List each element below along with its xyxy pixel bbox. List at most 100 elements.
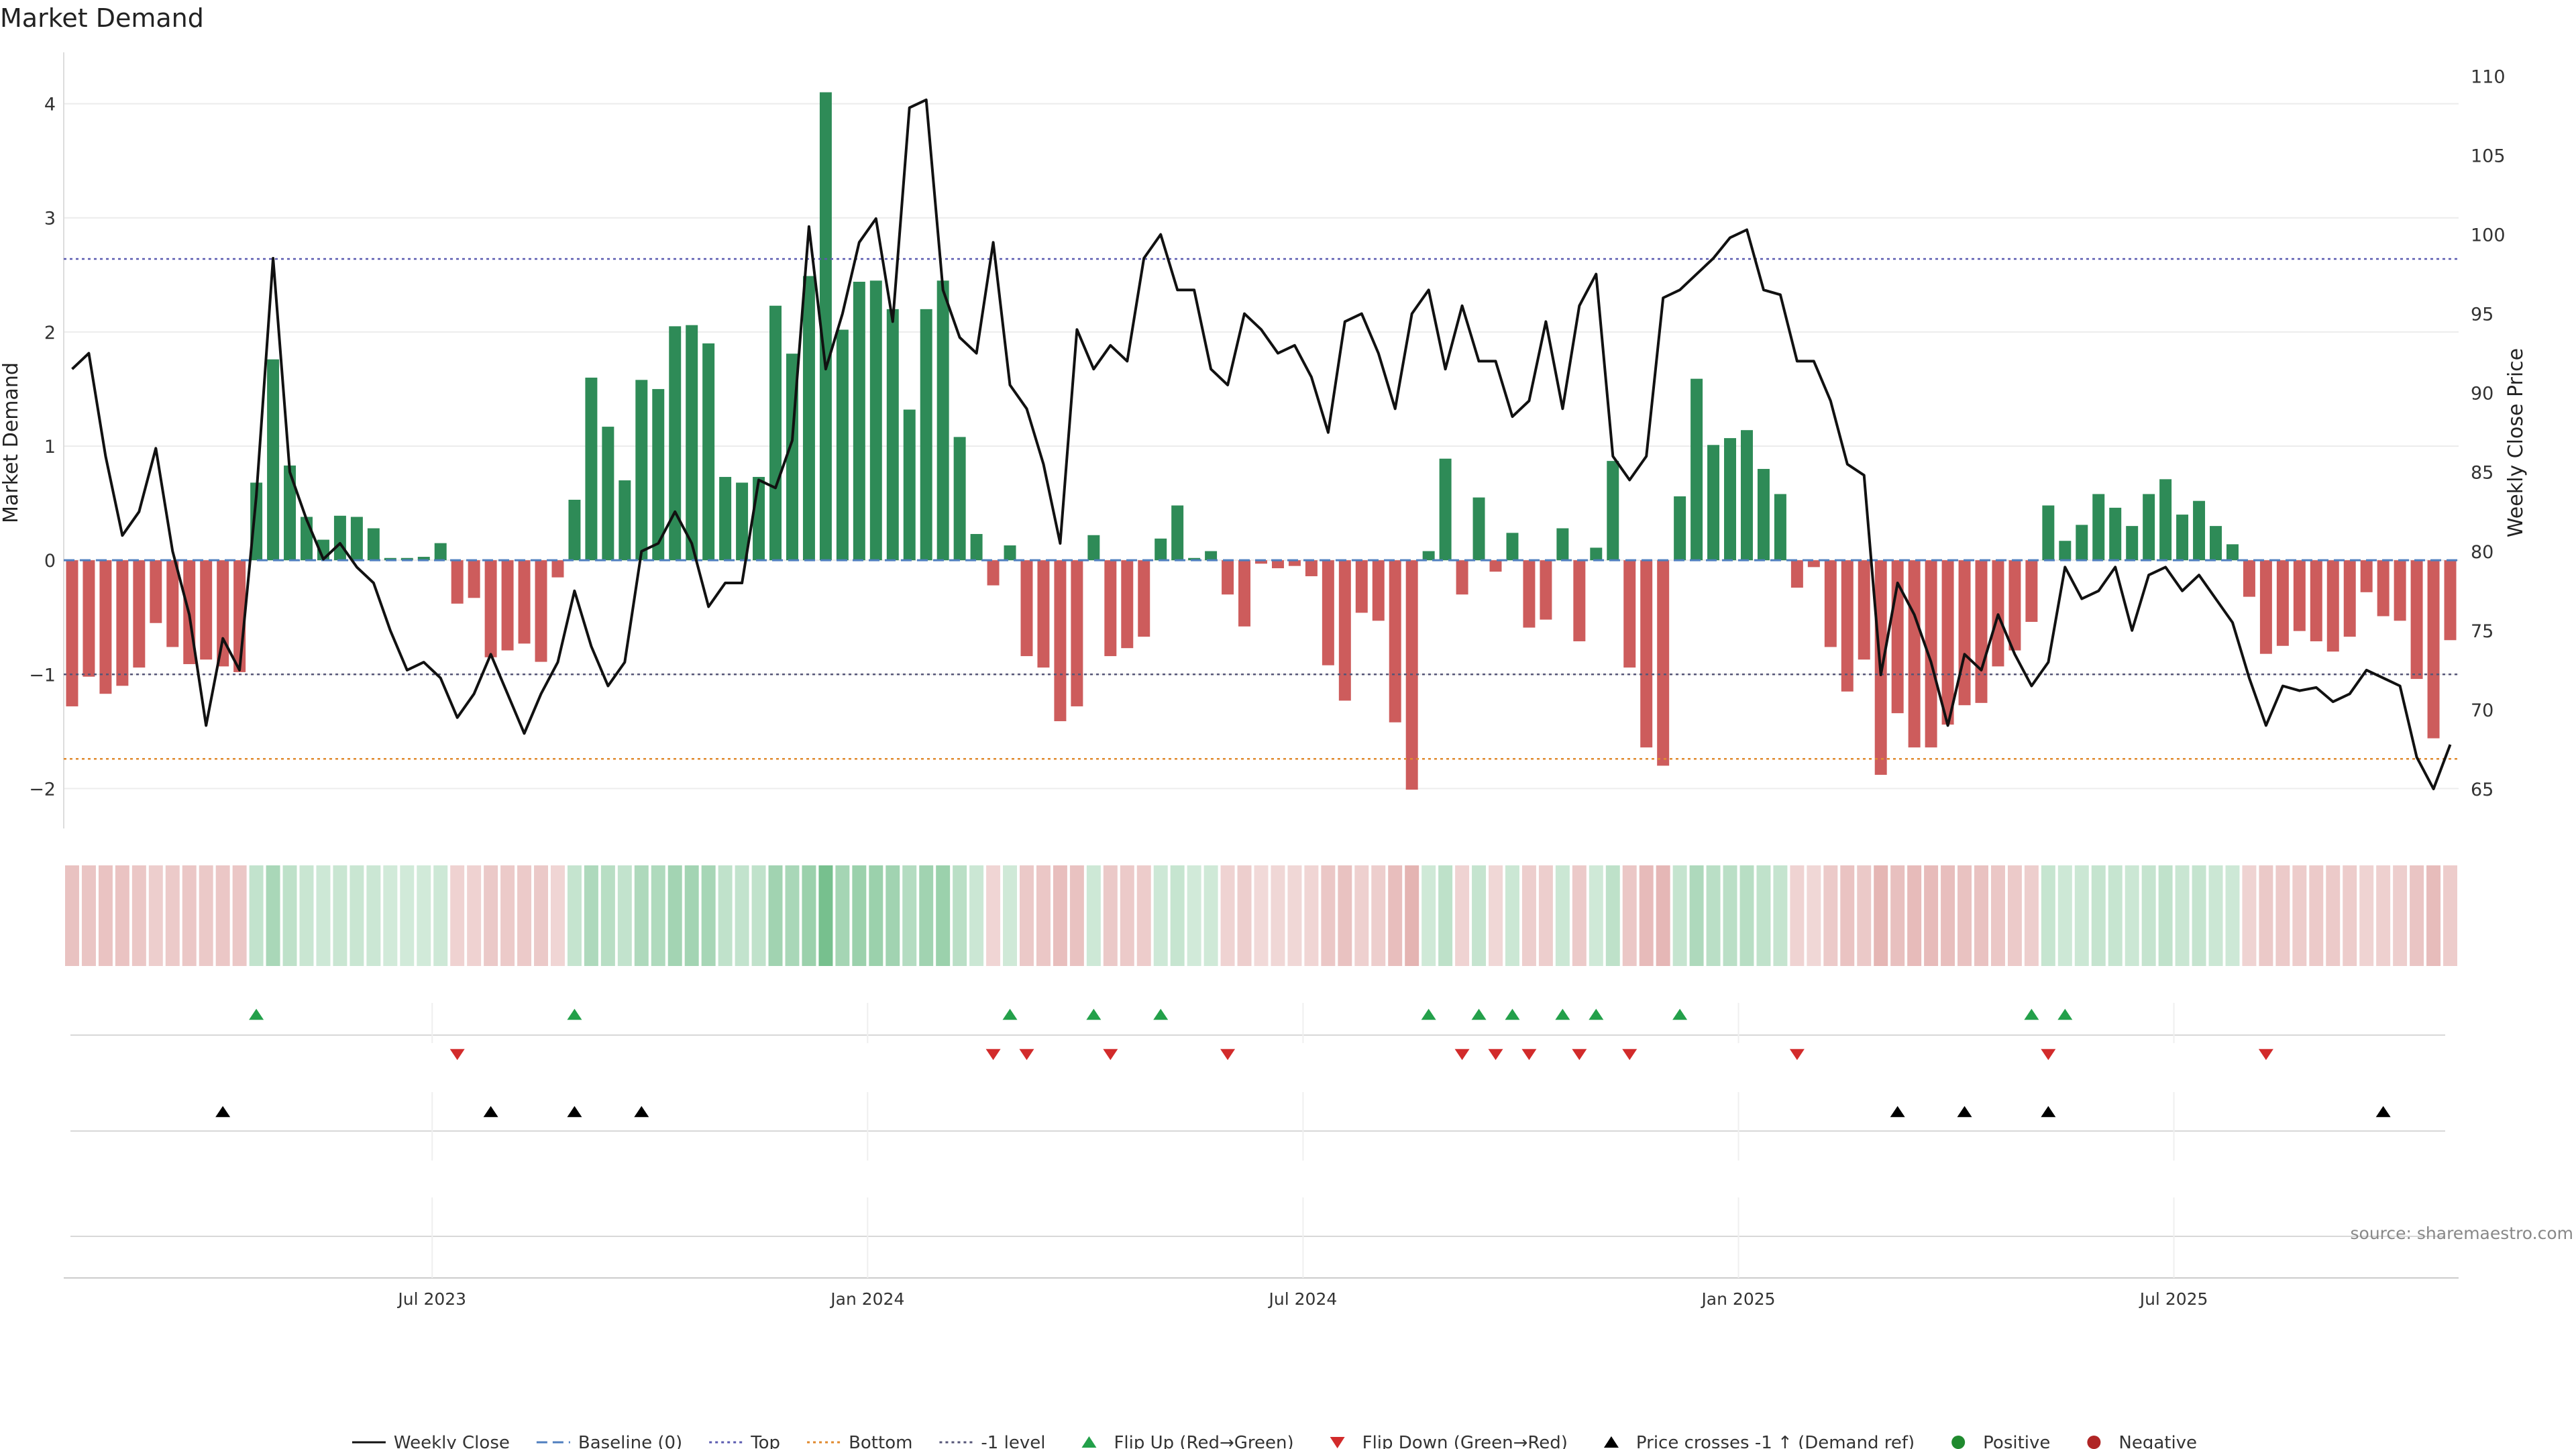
demand-bar [2143, 494, 2155, 561]
demand-bar [468, 560, 480, 598]
legend-item: Weekly Close [352, 1433, 510, 1449]
flip-down-marker [985, 1049, 1001, 1061]
demand-bar [501, 560, 514, 651]
heat-cell [2393, 865, 2408, 966]
demand-bar [535, 560, 547, 662]
heat-cell [2057, 865, 2072, 966]
flip-up-marker [2024, 1008, 2039, 1020]
flip-down-marker [2258, 1049, 2273, 1061]
demand-bar [1171, 505, 1184, 561]
demand-bar [903, 409, 916, 561]
heat-cell [2208, 865, 2223, 966]
demand-bar [686, 325, 698, 561]
price-cross-marker [567, 1106, 582, 1118]
heat-cell [2141, 865, 2156, 966]
demand-bar [2042, 505, 2055, 561]
heat-cell [1472, 865, 1487, 966]
demand-bar [602, 427, 614, 561]
demand-bar [1858, 560, 1870, 660]
demand-bar [1305, 560, 1318, 576]
y-tick-label: 1 [44, 437, 56, 458]
heat-cell [467, 865, 482, 966]
heat-cell [1907, 865, 1922, 966]
heat-cell [1237, 865, 1252, 966]
demand-bar [1590, 547, 1603, 561]
y-tick-label: 0 [44, 551, 56, 572]
y2-tick-label: 105 [2471, 146, 2506, 166]
demand-bar [2310, 560, 2322, 641]
heat-cell [1538, 865, 1553, 966]
heat-cell [232, 865, 247, 966]
flip-up-marker [249, 1008, 264, 1020]
heat-cell [584, 865, 598, 966]
y2-tick-label: 95 [2471, 305, 2493, 325]
heat-cell [1136, 865, 1151, 966]
heat-cell [902, 865, 917, 966]
reference-lines [64, 258, 2459, 760]
legend-label: Flip Down (Green→Red) [1362, 1433, 1568, 1449]
price-cross-marker [2041, 1106, 2056, 1118]
demand-bar [719, 476, 732, 561]
heat-cell [1187, 865, 1201, 966]
demand-bar [1422, 551, 1435, 561]
demand-bar [1506, 533, 1519, 561]
demand-bar [1690, 378, 1703, 561]
demand-bar [886, 309, 899, 561]
heat-cell [818, 865, 833, 966]
demand-bar [1824, 560, 1837, 647]
heat-cell [2158, 865, 2173, 966]
y2-tick-label: 65 [2471, 780, 2493, 800]
demand-bar [1054, 560, 1067, 722]
demand-bar [953, 437, 966, 561]
y-tick-label: 4 [44, 95, 56, 115]
heat-cell [1405, 865, 1419, 966]
price-cross-marker [2375, 1106, 2391, 1118]
flip-up-marker [1471, 1008, 1487, 1020]
heat-cell [1489, 865, 1503, 966]
heat-cell [517, 865, 532, 966]
demand-bar [451, 560, 464, 604]
legend-label: Weekly Close [394, 1433, 510, 1449]
legend-item: Top [709, 1433, 780, 1449]
heat-cell [199, 865, 213, 966]
heat-cell [333, 865, 347, 966]
heat-cell [282, 865, 297, 966]
demand-bar [568, 499, 581, 561]
heat-cell [1421, 865, 1436, 966]
heat-cell [936, 865, 951, 966]
y-axis-label: Market Demand [0, 362, 23, 523]
legend-swatch [1330, 1437, 1345, 1448]
legend-label: Bottom [849, 1433, 912, 1449]
demand-bar [1489, 560, 1502, 572]
heat-cell [2074, 865, 2089, 966]
heat-cell [1020, 865, 1034, 966]
demand-bar [2193, 500, 2206, 561]
heat-cell [751, 865, 766, 966]
heat-cell [869, 865, 883, 966]
legend-item: Positive [1951, 1433, 2050, 1449]
flip-up-marker [1589, 1008, 1604, 1020]
heat-cell [835, 865, 850, 966]
demand-bar [166, 560, 179, 647]
demand-bar [1908, 560, 1921, 748]
flip-down-marker [1572, 1049, 1587, 1061]
demand-bar [1757, 469, 1770, 561]
legend-label: Positive [1983, 1433, 2050, 1449]
demand-bar [1338, 560, 1351, 701]
legend-swatch [1081, 1436, 1097, 1448]
demand-bar [1238, 560, 1251, 627]
source-label: source: sharemaestro.com [2351, 1224, 2574, 1243]
demand-bar [1288, 560, 1301, 566]
heat-cell [617, 865, 632, 966]
heat-cell [1338, 865, 1352, 966]
heat-cell [249, 865, 264, 966]
flip-up-marker [1672, 1008, 1688, 1020]
demand-bar [2377, 560, 2390, 616]
heat-cell [1941, 865, 1955, 966]
heat-cell [1622, 865, 1637, 966]
demand-bar [551, 560, 564, 578]
heat-cell [1790, 865, 1805, 966]
flip-down-marker [1454, 1049, 1470, 1061]
demand-bar [1205, 551, 1218, 561]
demand-bar [1104, 560, 1117, 657]
